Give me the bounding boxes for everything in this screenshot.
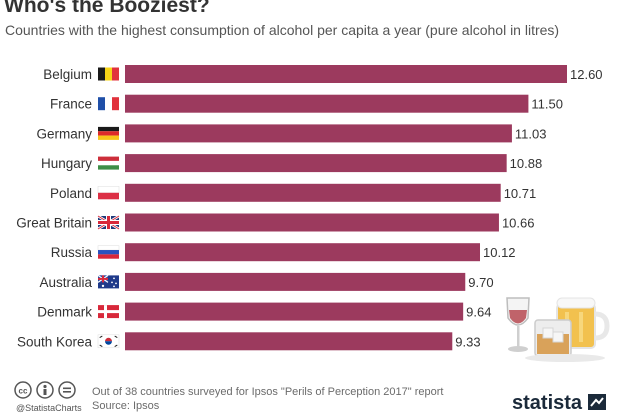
statista-logo-mark-icon bbox=[588, 394, 606, 410]
category-label: Poland bbox=[50, 186, 92, 201]
value-label: 11.03 bbox=[515, 126, 547, 141]
australia-flag-icon bbox=[97, 274, 119, 289]
value-label: 11.50 bbox=[531, 97, 563, 112]
value-label: 10.71 bbox=[504, 186, 537, 201]
wine-glass-icon bbox=[506, 297, 530, 352]
value-label: 12.60 bbox=[570, 67, 603, 82]
category-label: Australia bbox=[39, 275, 92, 290]
license-icons: cc bbox=[14, 381, 80, 406]
drinks-illustration bbox=[506, 297, 610, 362]
svg-text:cc: cc bbox=[19, 387, 28, 396]
hungary-flag-icon bbox=[98, 156, 119, 170]
bar-belgium bbox=[125, 65, 567, 83]
germany-flag-icon bbox=[98, 126, 119, 140]
bar-france bbox=[125, 94, 529, 113]
creative-commons-icon: cc bbox=[14, 381, 32, 399]
bar-russia bbox=[125, 243, 481, 262]
bar-poland bbox=[125, 183, 501, 202]
whisky-glass-icon bbox=[534, 319, 572, 357]
bar-germany bbox=[125, 124, 512, 143]
bar-denmark bbox=[125, 302, 464, 321]
category-label: France bbox=[50, 97, 92, 112]
statista-logo[interactable]: statista bbox=[512, 392, 583, 414]
twitter-handle: @StatistaCharts bbox=[16, 403, 82, 413]
denmark-flag-icon bbox=[98, 305, 119, 319]
chart-subtitle: Countries with the highest consumption o… bbox=[5, 22, 560, 38]
value-label: 9.64 bbox=[466, 305, 491, 320]
attribution-icon bbox=[36, 381, 54, 399]
great-britain-flag-icon bbox=[97, 214, 120, 231]
no-derivatives-icon bbox=[58, 381, 76, 399]
footer-note: Out of 38 countries surveyed for Ipsos "… bbox=[92, 386, 444, 398]
value-label: 10.88 bbox=[510, 156, 543, 171]
france-flag-icon bbox=[98, 97, 119, 111]
category-label: Russia bbox=[51, 245, 93, 260]
category-label: South Korea bbox=[17, 334, 93, 349]
category-label: Great Britain bbox=[16, 216, 92, 231]
value-label: 9.33 bbox=[455, 334, 480, 349]
bar-great-britain bbox=[125, 213, 499, 232]
chart-title: Who's the Booziest? bbox=[4, 0, 210, 17]
belgium-flag-icon bbox=[98, 67, 119, 81]
bar-hungary bbox=[125, 154, 507, 173]
value-label: 9.70 bbox=[468, 275, 493, 290]
value-label: 10.12 bbox=[483, 245, 516, 260]
bar-south-korea bbox=[125, 332, 453, 351]
category-label: Belgium bbox=[43, 67, 92, 82]
south-korea-flag-icon bbox=[97, 334, 120, 349]
category-label: Germany bbox=[36, 126, 92, 141]
footer-source: Source: Ipsos bbox=[92, 400, 160, 412]
bar-australia bbox=[125, 272, 466, 291]
poland-flag-icon bbox=[97, 186, 120, 200]
russia-flag-icon bbox=[97, 245, 120, 259]
category-label: Denmark bbox=[37, 305, 92, 320]
value-label: 10.66 bbox=[502, 216, 535, 231]
category-label: Hungary bbox=[41, 156, 92, 171]
bar-chart: Belgium 12.60 France 11.50 Germany 11.03 Hunga… bbox=[16, 65, 603, 351]
